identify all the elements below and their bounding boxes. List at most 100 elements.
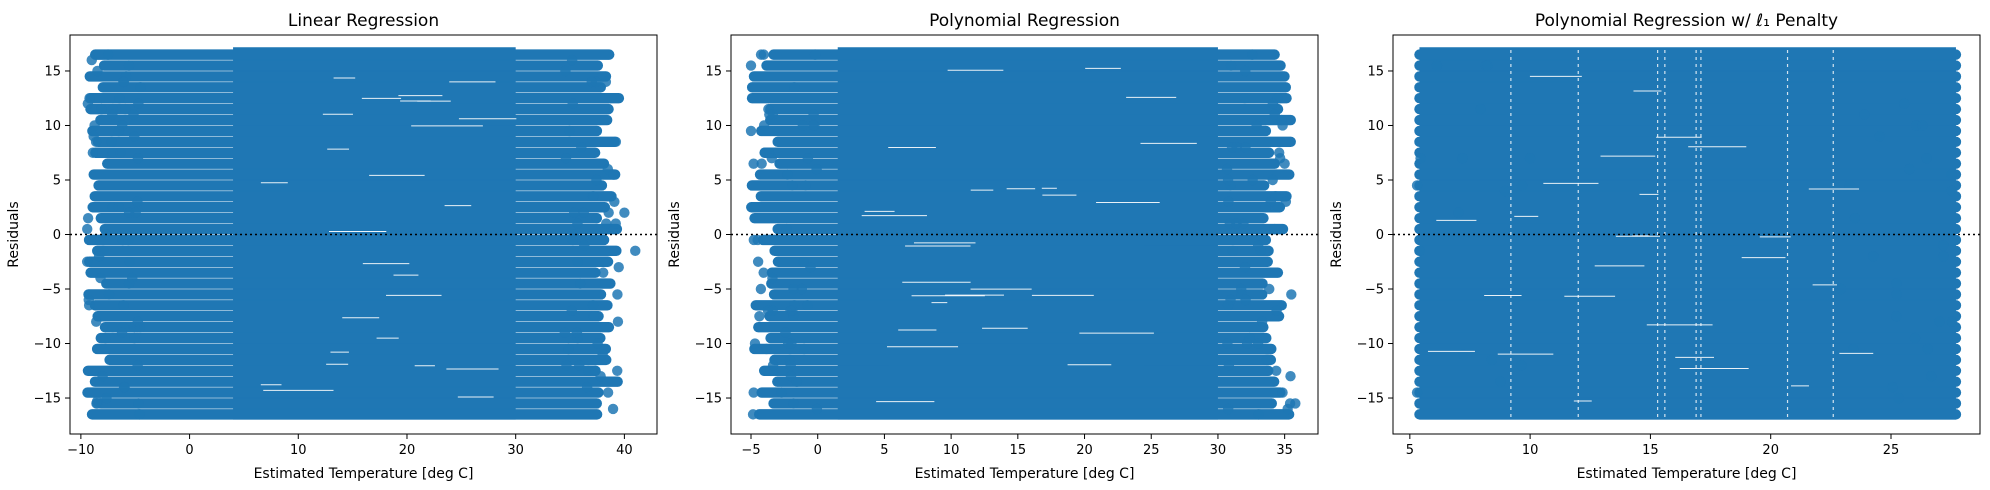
scatter-point — [612, 289, 623, 300]
scatter-point — [96, 103, 107, 115]
scatter-point — [603, 207, 614, 218]
scatter-point — [567, 98, 578, 109]
scatter-point — [766, 152, 777, 164]
outlier-point — [1411, 180, 1423, 191]
scatter-point — [1891, 278, 1902, 289]
scatter-point — [1835, 283, 1847, 295]
scatter-point — [1244, 332, 1255, 344]
scatter-point — [1874, 131, 1885, 142]
outlier-point — [97, 371, 108, 382]
scatter-point — [788, 398, 799, 409]
scatter-point — [798, 256, 809, 267]
scatter-point — [782, 169, 793, 180]
x-tick-label: 10 — [290, 443, 307, 458]
scatter-point — [1922, 343, 1933, 355]
scatter-points — [1411, 43, 1962, 426]
y-tick-label: 15 — [44, 64, 61, 79]
polynomial-regression-plot: −5 0 5 10 15 20 25 30 35 −15 −10 −5 0 5 10 15 Polynomia… — [667, 11, 1319, 482]
scatter-point — [574, 360, 585, 371]
scatter-point — [800, 180, 811, 191]
scatter-point — [560, 152, 572, 164]
scatter-point — [1887, 381, 1898, 393]
scatter-point — [90, 136, 102, 148]
scatter-point — [1221, 163, 1233, 175]
outlier-point — [752, 234, 763, 246]
x-tick-label: 40 — [616, 443, 633, 458]
scatter-point — [1848, 343, 1859, 355]
scatter-point — [754, 311, 765, 322]
scatter-point — [1524, 152, 1536, 164]
outlier-point — [597, 349, 608, 360]
y-tick-label: 5 — [1376, 173, 1384, 188]
scatter-point — [612, 365, 623, 376]
y-axis-label: Residuals — [667, 201, 683, 267]
scatter-point — [113, 125, 125, 137]
outlier-point — [1286, 289, 1297, 300]
scatter-point — [1253, 409, 1264, 420]
scatter-point — [781, 223, 793, 235]
scatter-point — [1277, 120, 1288, 131]
x-tick-label: 5 — [880, 443, 888, 458]
plot-title: Linear Regression — [288, 11, 439, 31]
scatter-point — [117, 234, 128, 246]
y-tick-label: −10 — [34, 337, 61, 352]
scatter-point — [1893, 392, 1904, 404]
outlier-point — [745, 125, 757, 137]
scatter-point — [132, 152, 144, 164]
y-tick-label: −15 — [34, 392, 61, 407]
plot-area: −10 0 10 20 30 40 −15 −10 −5 0 5 10 15 — [34, 34, 658, 458]
y-tick-label: 5 — [714, 173, 722, 188]
scatter-point — [758, 267, 769, 278]
scatter-point — [569, 207, 580, 218]
scatter-point — [81, 256, 93, 267]
scatter-point — [129, 332, 140, 344]
scatter-point — [592, 338, 603, 349]
x-tick-label: 25 — [1143, 443, 1160, 458]
outlier-point — [630, 245, 641, 257]
scatter-point — [574, 278, 586, 289]
scatter-point — [129, 131, 140, 142]
scatter-point — [784, 354, 796, 366]
outlier-point — [86, 54, 97, 66]
outlier-point — [602, 387, 614, 398]
scatter-point — [600, 76, 612, 88]
scatter-point — [92, 65, 103, 77]
scatter-point — [103, 289, 115, 300]
scatter-point — [82, 212, 94, 224]
scatter-point — [607, 403, 619, 415]
linear-regression-plot: −10 0 10 20 30 40 −15 −10 −5 0 5 10 15 Linear Regres… — [6, 11, 658, 482]
y-tick-label: 10 — [1367, 119, 1384, 134]
scatter-point — [1222, 403, 1234, 415]
scatter-point — [587, 191, 599, 202]
scatter-point — [591, 212, 602, 224]
scatter-point — [1868, 251, 1879, 262]
scatter-point — [609, 196, 620, 207]
scatter-point — [82, 223, 93, 235]
outlier-point — [1272, 202, 1284, 213]
x-tick-label: 20 — [1076, 443, 1093, 458]
outlier-point — [1290, 398, 1301, 409]
y-tick-label: 10 — [705, 119, 722, 134]
scatter-point — [776, 387, 787, 398]
outlier-point — [619, 207, 630, 218]
x-tick-label: 0 — [814, 443, 822, 458]
y-tick-label: 0 — [714, 228, 722, 243]
y-tick-label: 0 — [53, 228, 61, 243]
outlier-point — [91, 396, 103, 407]
scatter-point — [747, 409, 759, 420]
scatter-point — [755, 283, 767, 295]
scatter-point — [788, 82, 800, 93]
plot-area: 5 10 15 20 25 −15 −10 −5 0 5 10 15 — [1357, 34, 1981, 458]
outlier-point — [102, 49, 114, 60]
scatter-point — [101, 392, 112, 404]
outlier-point — [124, 256, 135, 267]
scatter-point — [1934, 316, 1945, 327]
scatter-point — [119, 103, 131, 115]
scatter-point — [1482, 60, 1493, 71]
scatter-point — [133, 398, 144, 409]
x-axis-label: Estimated Temperature [deg C] — [254, 466, 474, 482]
axis-ticks: 5 10 15 20 25 −15 −10 −5 0 5 10 15 — [1357, 64, 1900, 458]
scatter-point — [1844, 180, 1855, 191]
scatter-point — [1247, 174, 1258, 186]
